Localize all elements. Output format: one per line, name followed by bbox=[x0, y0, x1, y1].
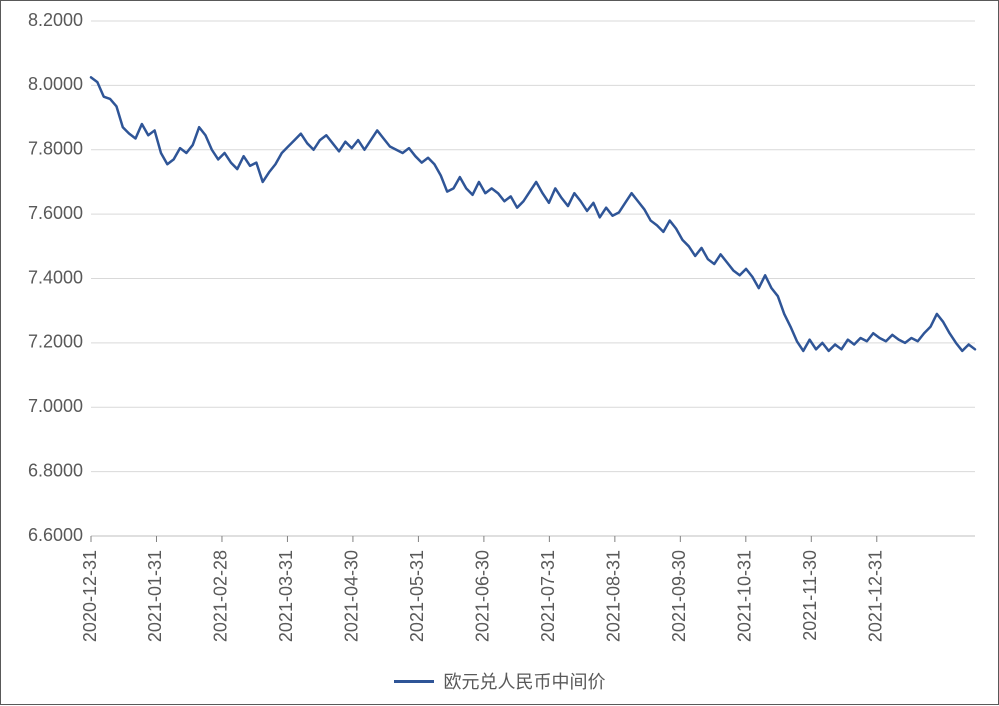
y-tick-label: 6.8000 bbox=[28, 460, 83, 480]
x-tick-label: 2021-08-31 bbox=[604, 550, 624, 642]
y-tick-label: 7.0000 bbox=[28, 396, 83, 416]
x-tick-label: 2020-12-31 bbox=[80, 550, 100, 642]
legend: 欧元兑人民币中间价 bbox=[1, 668, 998, 694]
x-tick-label: 2021-11-30 bbox=[800, 550, 820, 641]
x-tick-label: 2021-06-30 bbox=[473, 550, 493, 642]
x-tick-label: 2021-07-31 bbox=[538, 550, 558, 642]
x-tick-label: 2021-03-31 bbox=[276, 550, 296, 642]
y-tick-label: 7.6000 bbox=[28, 203, 83, 223]
legend-series-label: 欧元兑人民币中间价 bbox=[444, 668, 606, 694]
x-tick-label: 2021-01-31 bbox=[145, 550, 165, 642]
x-tick-label: 2021-10-31 bbox=[735, 550, 755, 642]
x-tick-label: 2021-05-31 bbox=[407, 550, 427, 642]
y-tick-label: 8.2000 bbox=[28, 10, 83, 30]
x-tick-label: 2021-04-30 bbox=[342, 550, 362, 642]
line-chart-container: 6.6000 6.8000 7.0000 7.2000 7.4000 7.6000 7.80… bbox=[0, 0, 999, 705]
x-tick-label: 2021-09-30 bbox=[669, 550, 689, 642]
y-tick-label: 6.6000 bbox=[28, 525, 83, 545]
chart-svg: 6.6000 6.8000 7.0000 7.2000 7.4000 7.6000 7.80… bbox=[1, 1, 999, 706]
y-tick-label: 7.2000 bbox=[28, 332, 83, 352]
y-tick-label: 7.8000 bbox=[28, 139, 83, 159]
y-tick-label: 8.0000 bbox=[28, 74, 83, 94]
x-tick-label: 2021-12-31 bbox=[866, 550, 886, 642]
y-tick-label: 7.4000 bbox=[28, 267, 83, 287]
x-tick-label: 2021-02-28 bbox=[211, 550, 231, 642]
legend-line-marker bbox=[394, 680, 434, 683]
